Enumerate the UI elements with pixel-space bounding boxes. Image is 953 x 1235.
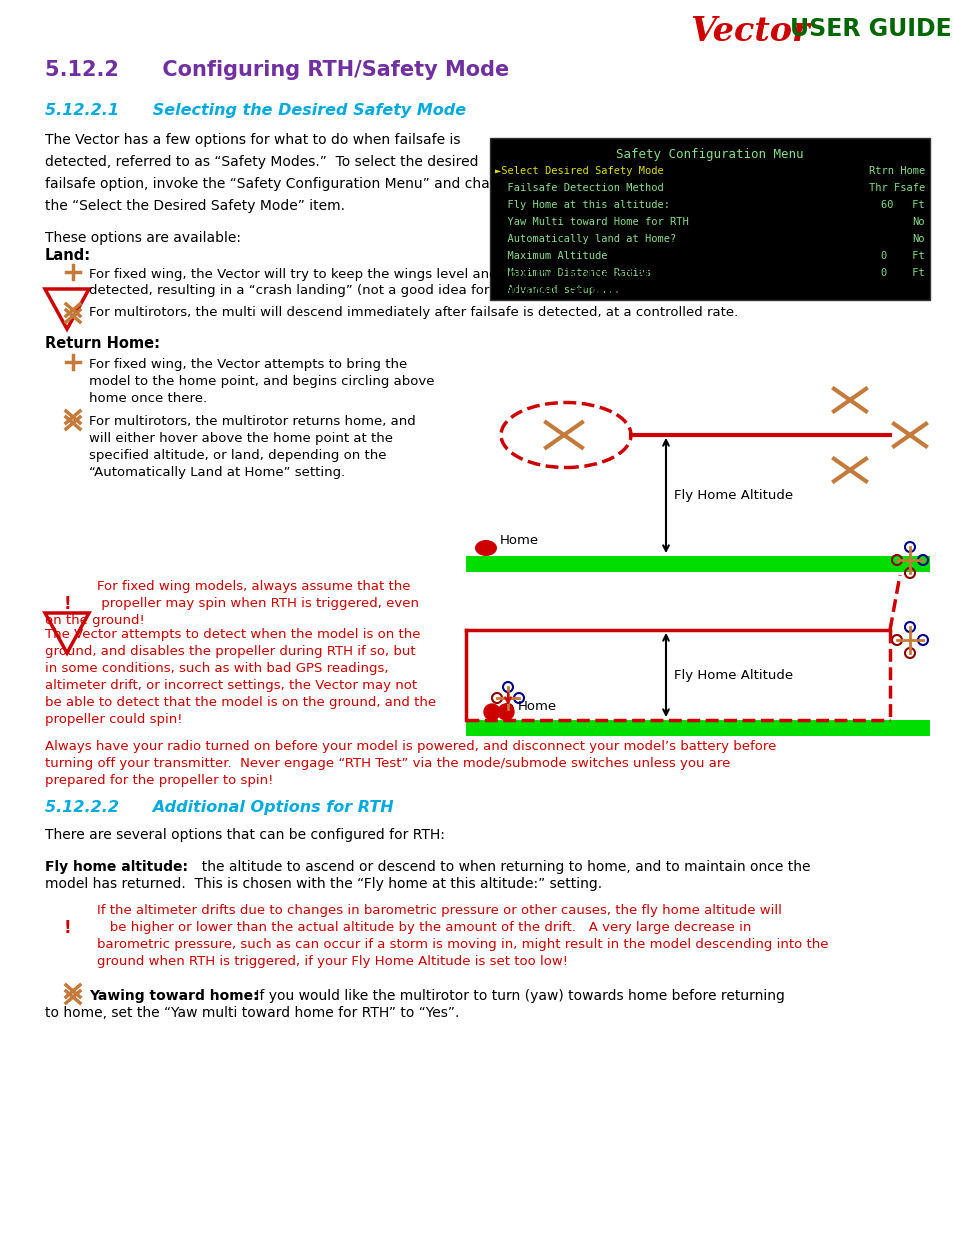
Text: The Vector attempts to detect when the model is on the: The Vector attempts to detect when the m… (45, 629, 420, 641)
Text: 0    Ft: 0 Ft (881, 268, 924, 278)
Text: home once there.: home once there. (89, 391, 207, 405)
Text: 0    Ft: 0 Ft (881, 251, 924, 261)
Text: Vector: Vector (689, 15, 809, 48)
Text: ground, and disables the propeller during RTH if so, but: ground, and disables the propeller durin… (45, 645, 416, 658)
Text: USER GUIDE: USER GUIDE (789, 17, 951, 41)
Text: There are several options that can be configured for RTH:: There are several options that can be co… (45, 827, 444, 842)
Circle shape (483, 704, 499, 720)
Polygon shape (45, 289, 89, 329)
Text: barometric pressure, such as can occur if a storm is moving in, might result in : barometric pressure, such as can occur i… (97, 939, 827, 951)
Text: will either hover above the home point at the: will either hover above the home point a… (89, 432, 393, 445)
Text: detected, resulting in a “crash landing” (not a good idea for stall-prone airfra: detected, resulting in a “crash landing”… (89, 284, 642, 296)
Text: Fly Home Altitude: Fly Home Altitude (673, 489, 792, 501)
Text: No: No (911, 233, 924, 245)
Text: turning off your transmitter.  Never engage “RTH Test” via the mode/submode swit: turning off your transmitter. Never enga… (45, 757, 730, 769)
Text: Always have your radio turned on before your model is powered, and disconnect yo: Always have your radio turned on before … (45, 740, 776, 753)
Text: For fixed wing, the Vector will try to keep the wings level and shut the throttl: For fixed wing, the Vector will try to k… (89, 268, 736, 282)
Text: Maximum Distance Radius: Maximum Distance Radius (495, 268, 651, 278)
Text: prepared for the propeller to spin!: prepared for the propeller to spin! (45, 774, 274, 787)
Text: For fixed wing, the Vector attempts to bring the: For fixed wing, the Vector attempts to b… (89, 358, 407, 370)
Text: 5.12.2.1      Selecting the Desired Safety Mode: 5.12.2.1 Selecting the Desired Safety Mo… (45, 103, 466, 119)
Text: model to the home point, and begins circling above: model to the home point, and begins circ… (89, 375, 434, 388)
Text: !: ! (63, 919, 71, 937)
Text: “Automatically Land at Home” setting.: “Automatically Land at Home” setting. (89, 466, 345, 479)
Text: Advanced setup....: Advanced setup.... (495, 285, 619, 295)
Text: If the altimeter drifts due to changes in barometric pressure or other causes, t: If the altimeter drifts due to changes i… (97, 904, 781, 918)
Text: Fly Home Altitude: Fly Home Altitude (673, 668, 792, 682)
Text: For multirotors, the multi will descend immediately after failsafe is detected, : For multirotors, the multi will descend … (89, 306, 738, 319)
Text: model has returned.  This is chosen with the “Fly home at this altitude:” settin: model has returned. This is chosen with … (45, 877, 601, 890)
Text: ►Select Desired Safety Mode: ►Select Desired Safety Mode (495, 165, 663, 177)
Text: Automatically land at Home?: Automatically land at Home? (495, 233, 676, 245)
Circle shape (497, 704, 514, 720)
Text: be higher or lower than the actual altitude by the amount of the drift.   A very: be higher or lower than the actual altit… (97, 921, 751, 934)
Text: Return Home:: Return Home: (45, 336, 160, 351)
Text: altimeter drift, or incorrect settings, the Vector may not: altimeter drift, or incorrect settings, … (45, 679, 416, 692)
Text: on the ground!: on the ground! (45, 614, 145, 627)
Text: Safety Configuration Menu: Safety Configuration Menu (616, 148, 803, 161)
Text: ground when RTH is triggered, if your Fly Home Altitude is set too low!: ground when RTH is triggered, if your Fl… (97, 955, 567, 968)
Polygon shape (45, 613, 89, 653)
Text: The Vector has a few options for what to do when failsafe is: The Vector has a few options for what to… (45, 133, 460, 147)
Text: Fly Home at this altitude:: Fly Home at this altitude: (495, 200, 669, 210)
Bar (465, 556, 929, 572)
Text: detected, referred to as “Safety Modes.”  To select the desired: detected, referred to as “Safety Modes.”… (45, 156, 478, 169)
Text: Home: Home (499, 535, 538, 547)
Text: No: No (911, 217, 924, 227)
Text: Maximum Altitude: Maximum Altitude (495, 251, 607, 261)
Text: to home, set the “Yaw multi toward home for RTH” to “Yes”.: to home, set the “Yaw multi toward home … (45, 1007, 459, 1020)
Text: 60   Ft: 60 Ft (881, 200, 924, 210)
Text: 5.12.2.2      Additional Options for RTH: 5.12.2.2 Additional Options for RTH (45, 800, 394, 815)
Text: Yaw Multi toward Home for RTH: Yaw Multi toward Home for RTH (495, 217, 688, 227)
Text: Land:: Land: (45, 248, 91, 263)
Text: Fly home altitude:: Fly home altitude: (45, 860, 188, 874)
Text: !: ! (63, 595, 71, 613)
Text: Home: Home (517, 699, 557, 713)
Text: failsafe option, invoke the “Safety Configuration Menu” and change: failsafe option, invoke the “Safety Conf… (45, 177, 516, 191)
Text: the altitude to ascend or descend to when returning to home, and to maintain onc: the altitude to ascend or descend to whe… (193, 860, 810, 874)
Text: specified altitude, or land, depending on the: specified altitude, or land, depending o… (89, 450, 386, 462)
Bar (465, 720, 929, 736)
Text: 5.12.2      Configuring RTH/Safety Mode: 5.12.2 Configuring RTH/Safety Mode (45, 61, 509, 80)
Text: Yawing toward home:: Yawing toward home: (89, 989, 258, 1003)
Text: If you would like the multirotor to turn (yaw) towards home before returning: If you would like the multirotor to turn… (251, 989, 784, 1003)
Text: the “Select the Desired Safety Mode” item.: the “Select the Desired Safety Mode” ite… (45, 199, 345, 212)
Text: Thr Fsafe: Thr Fsafe (868, 183, 924, 193)
Bar (490, 138, 929, 300)
Text: propeller may spin when RTH is triggered, even: propeller may spin when RTH is triggered… (97, 597, 418, 610)
Text: Failsafe Detection Method: Failsafe Detection Method (495, 183, 663, 193)
Text: For fixed wing models, always assume that the: For fixed wing models, always assume tha… (97, 580, 410, 593)
Text: be able to detect that the model is on the ground, and the: be able to detect that the model is on t… (45, 697, 436, 709)
Text: in some conditions, such as with bad GPS readings,: in some conditions, such as with bad GPS… (45, 662, 388, 676)
Text: Rtrn Home: Rtrn Home (868, 165, 924, 177)
Text: For multirotors, the multirotor returns home, and: For multirotors, the multirotor returns … (89, 415, 416, 429)
Ellipse shape (475, 540, 497, 556)
Text: These options are available:: These options are available: (45, 231, 241, 245)
Text: propeller could spin!: propeller could spin! (45, 713, 182, 726)
